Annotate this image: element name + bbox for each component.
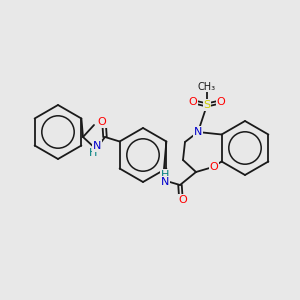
Text: H: H bbox=[89, 148, 97, 158]
Text: O: O bbox=[210, 162, 218, 172]
Text: N: N bbox=[161, 177, 169, 187]
Text: O: O bbox=[178, 195, 188, 205]
Text: N: N bbox=[93, 141, 101, 151]
Text: O: O bbox=[189, 97, 197, 107]
Text: CH₃: CH₃ bbox=[198, 82, 216, 92]
Text: O: O bbox=[98, 117, 106, 127]
Text: O: O bbox=[217, 97, 225, 107]
Text: S: S bbox=[203, 100, 211, 110]
Text: N: N bbox=[194, 127, 202, 137]
Text: H: H bbox=[161, 170, 169, 180]
